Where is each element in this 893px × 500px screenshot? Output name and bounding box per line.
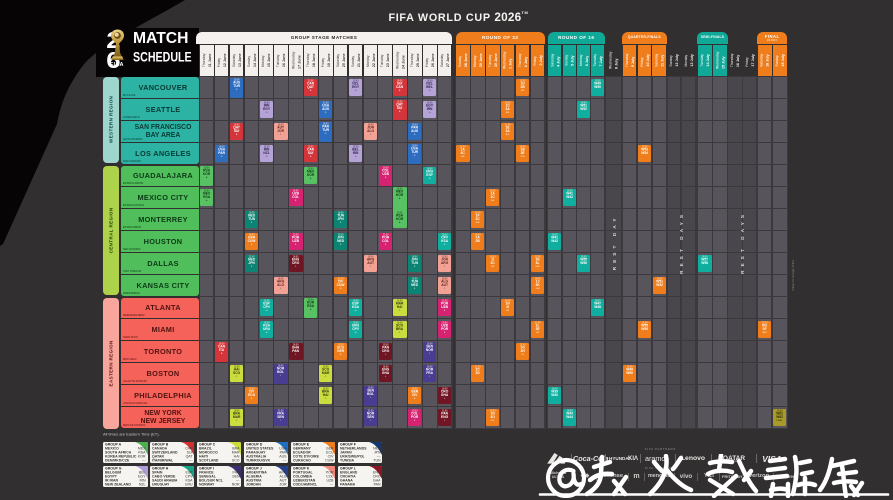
svg-text:REST DAYS: REST DAYS <box>679 211 685 274</box>
svg-text:REST DAYS: REST DAYS <box>740 211 746 274</box>
svg-text:REST DAY: REST DAY <box>612 215 618 271</box>
